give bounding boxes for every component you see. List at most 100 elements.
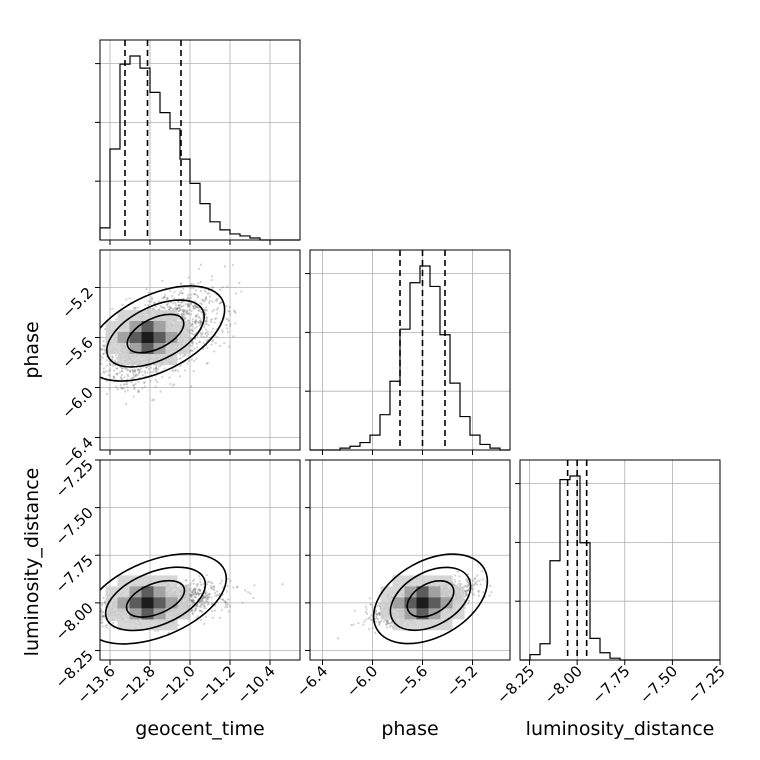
sample-point bbox=[97, 607, 99, 609]
sample-point bbox=[143, 385, 147, 388]
sample-point bbox=[213, 591, 217, 595]
sample-point bbox=[471, 592, 475, 595]
sample-point bbox=[187, 293, 190, 296]
sample-point bbox=[226, 285, 229, 288]
sample-point bbox=[377, 620, 381, 624]
sample-point bbox=[194, 607, 197, 610]
sample-point bbox=[96, 598, 98, 600]
sample-point bbox=[205, 309, 208, 312]
sample-point bbox=[249, 592, 252, 595]
sample-point bbox=[207, 324, 210, 327]
sample-point bbox=[474, 582, 477, 585]
sample-point bbox=[195, 304, 198, 307]
sample-point bbox=[215, 298, 218, 301]
sample-point bbox=[100, 621, 103, 624]
sample-point bbox=[200, 320, 203, 323]
sample-point bbox=[103, 348, 106, 351]
sample-point bbox=[129, 370, 132, 373]
density-cell bbox=[165, 343, 178, 354]
sample-point bbox=[192, 598, 195, 602]
sample-point bbox=[196, 615, 199, 618]
sample-point bbox=[185, 310, 189, 313]
x-tick-label: −12.0 bbox=[154, 662, 199, 707]
sample-point bbox=[123, 376, 126, 379]
sample-point bbox=[219, 301, 223, 304]
sample-point bbox=[185, 584, 188, 587]
sample-point bbox=[166, 303, 169, 306]
sample-point bbox=[194, 609, 197, 612]
sample-point bbox=[203, 308, 206, 311]
sample-point bbox=[179, 304, 182, 307]
density-cell bbox=[141, 343, 154, 354]
sample-point bbox=[177, 318, 181, 321]
sample-point bbox=[118, 371, 121, 374]
sample-point bbox=[226, 603, 229, 606]
sample-point bbox=[199, 280, 202, 284]
sample-point bbox=[190, 313, 193, 316]
sample-point bbox=[178, 375, 182, 378]
sample-point bbox=[107, 373, 110, 376]
sample-point bbox=[187, 583, 190, 587]
sample-point bbox=[179, 364, 182, 368]
sample-point bbox=[138, 371, 141, 374]
sample-point bbox=[124, 390, 127, 393]
sample-point bbox=[207, 596, 210, 599]
sample-point bbox=[100, 609, 103, 612]
x-tick-label: −7.50 bbox=[636, 662, 681, 707]
sample-point bbox=[218, 616, 222, 619]
sample-point bbox=[194, 592, 198, 595]
sample-point bbox=[214, 342, 217, 345]
sample-point bbox=[101, 604, 104, 607]
sample-point bbox=[133, 306, 136, 309]
sample-point bbox=[125, 403, 128, 406]
sample-point bbox=[154, 305, 157, 308]
sample-point bbox=[189, 583, 192, 587]
sample-point bbox=[147, 368, 150, 371]
sample-point bbox=[150, 300, 153, 303]
sample-point bbox=[464, 592, 468, 596]
sample-point bbox=[198, 267, 201, 270]
density-cell bbox=[165, 321, 178, 332]
sample-point bbox=[147, 291, 150, 294]
sample-point bbox=[178, 304, 181, 307]
sample-point bbox=[454, 580, 457, 584]
sample-point bbox=[224, 600, 227, 603]
sample-point bbox=[472, 594, 475, 597]
sample-point bbox=[176, 307, 179, 310]
sample-point bbox=[143, 381, 146, 384]
sample-point bbox=[185, 579, 188, 582]
density-cell bbox=[117, 310, 130, 321]
sample-point bbox=[156, 368, 159, 371]
sample-point bbox=[115, 356, 119, 360]
sample-point bbox=[194, 591, 197, 594]
sample-point bbox=[226, 605, 229, 608]
y-tick-label: −5.2 bbox=[58, 284, 96, 322]
sample-point bbox=[153, 302, 156, 305]
sample-point bbox=[204, 332, 207, 336]
density-cell bbox=[117, 619, 130, 631]
sample-point bbox=[102, 340, 105, 343]
sample-point bbox=[137, 390, 141, 393]
sample-point bbox=[112, 375, 115, 378]
sample-point bbox=[375, 610, 378, 613]
sample-point bbox=[187, 354, 190, 358]
sample-point bbox=[120, 386, 123, 390]
sample-point bbox=[193, 347, 196, 350]
sample-point bbox=[167, 301, 170, 304]
sample-point bbox=[231, 263, 235, 267]
sample-point bbox=[182, 311, 186, 314]
sample-point bbox=[182, 308, 185, 311]
sample-point bbox=[169, 382, 172, 385]
sample-point bbox=[181, 292, 185, 295]
sample-point bbox=[97, 616, 99, 618]
sample-point bbox=[96, 406, 98, 408]
sample-point bbox=[194, 588, 197, 591]
sample-point bbox=[114, 385, 118, 389]
sample-point bbox=[377, 611, 381, 615]
sample-point bbox=[200, 333, 204, 336]
sample-point bbox=[106, 364, 109, 367]
sample-point bbox=[193, 327, 196, 330]
sample-point bbox=[154, 366, 158, 369]
sample-point bbox=[176, 306, 179, 309]
sample-point bbox=[205, 583, 209, 586]
